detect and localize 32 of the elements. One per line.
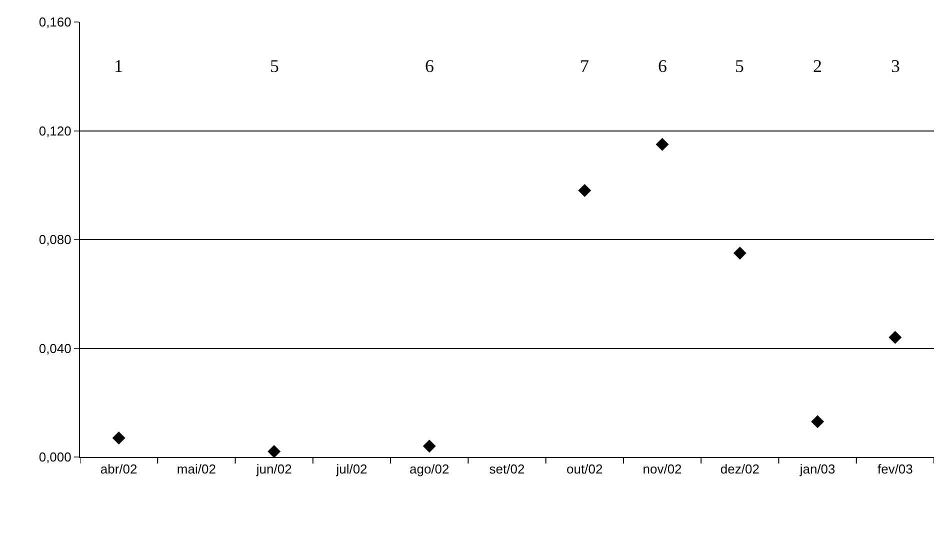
x-tick-label: abr/02 (100, 462, 138, 477)
x-tick-label: fev/03 (877, 462, 913, 477)
annotation: 5 (735, 56, 744, 76)
annotation: 7 (580, 56, 589, 76)
point (733, 246, 746, 260)
y-tick-label: 0,120 (38, 123, 72, 138)
x-tick-label: mai/02 (176, 462, 216, 477)
x-tick-label: set/02 (489, 462, 525, 477)
x-tick-label: nov/02 (642, 462, 682, 477)
annotation: 2 (813, 56, 822, 76)
y-tick-label: 0,000 (38, 450, 72, 465)
annotation: 5 (270, 56, 279, 76)
x-tick-label: ago/02 (409, 462, 450, 477)
point (656, 138, 669, 151)
annotation: 3 (891, 56, 900, 76)
y-tick-label: 0,080 (38, 232, 72, 248)
point (422, 440, 436, 453)
annotation: 6 (425, 56, 434, 76)
y-tick-label: 0,160 (38, 14, 72, 30)
y-tick-label: 0,040 (38, 340, 72, 356)
point (578, 184, 592, 198)
x-tick-label: jan/03 (798, 462, 836, 477)
point (268, 445, 281, 458)
point (811, 415, 824, 428)
x-tick-label: jul/02 (335, 462, 368, 477)
point (888, 330, 902, 344)
annotation: 6 (658, 56, 667, 76)
annotation: 1 (114, 56, 123, 76)
x-tick-label: jun/02 (255, 462, 292, 477)
point (112, 431, 126, 444)
x-tick-label: out/02 (566, 462, 603, 477)
x-tick-label: dez/02 (720, 462, 760, 477)
